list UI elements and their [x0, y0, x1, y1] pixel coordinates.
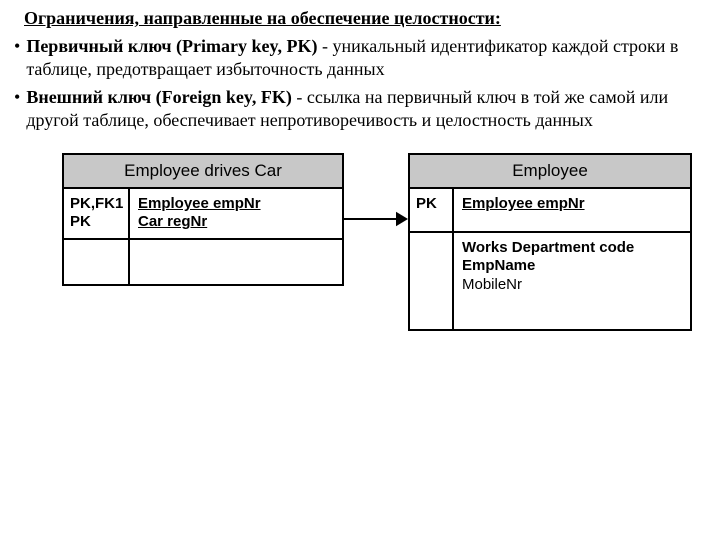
- er-diagram: Employee drives CarPK,FK1PKEmployee empN…: [14, 153, 706, 413]
- attr-label: MobileNr: [462, 276, 682, 295]
- bullet-bold: Первичный ключ (Primary key, PK): [26, 36, 317, 56]
- bullet-text: Внешний ключ (Foreign key, FK) - ссылка …: [26, 86, 706, 133]
- entity-employee-drives-car: Employee drives CarPK,FK1PKEmployee empN…: [62, 153, 344, 287]
- attr-label: Works Department code: [462, 239, 682, 258]
- bullet-bold: Внешний ключ (Foreign key, FK): [26, 87, 292, 107]
- entity-title: Employee drives Car: [64, 155, 342, 189]
- attr-cell: Employee empNr: [454, 189, 690, 231]
- section-heading: Ограничения, направленные на обеспечение…: [24, 8, 706, 29]
- entity-title: Employee: [410, 155, 690, 189]
- entity-row: PK,FK1PKEmployee empNrCar regNr: [64, 189, 342, 239]
- key-cell: [64, 240, 130, 284]
- bullet-pk: • Первичный ключ (Primary key, PK) - уни…: [14, 35, 706, 82]
- entity-body: PKEmployee empNrWorks Department codeEmp…: [410, 189, 690, 329]
- bullet-text: Первичный ключ (Primary key, PK) - уника…: [26, 35, 706, 82]
- key-cell: [410, 233, 454, 329]
- entity-row: Works Department codeEmpNameMobileNr: [410, 231, 690, 329]
- key-label: PK: [70, 213, 122, 232]
- attr-label: Car regNr: [138, 213, 334, 232]
- relationship-arrow: [344, 205, 422, 233]
- bullet-dot: •: [14, 86, 20, 109]
- key-cell: PK,FK1PK: [64, 189, 130, 239]
- attr-cell: [130, 240, 342, 284]
- bullet-dot: •: [14, 35, 20, 58]
- attr-cell: Works Department codeEmpNameMobileNr: [454, 233, 690, 329]
- key-label: PK,FK1: [70, 195, 122, 214]
- attr-cell: Employee empNrCar regNr: [130, 189, 342, 239]
- entity-body: PK,FK1PKEmployee empNrCar regNr: [64, 189, 342, 285]
- attr-label: EmpName: [462, 257, 682, 276]
- entity-employee: EmployeePKEmployee empNrWorks Department…: [408, 153, 692, 331]
- attr-label: Employee empNr: [462, 195, 682, 214]
- entity-row: [64, 238, 342, 284]
- bullet-fk: • Внешний ключ (Foreign key, FK) - ссылк…: [14, 86, 706, 133]
- attr-label: Employee empNr: [138, 195, 334, 214]
- entity-row: PKEmployee empNr: [410, 189, 690, 231]
